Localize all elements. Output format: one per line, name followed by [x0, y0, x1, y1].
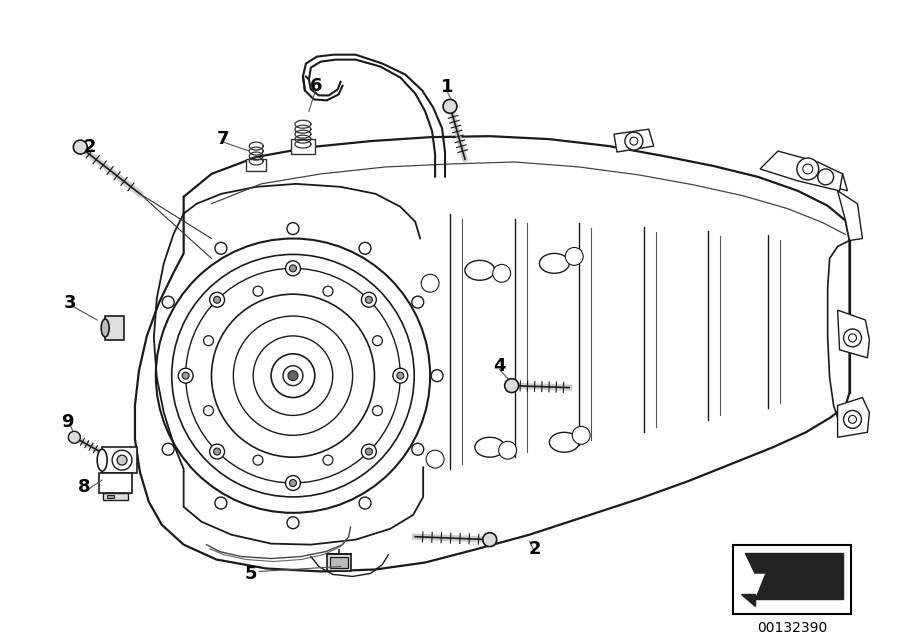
Circle shape [803, 164, 813, 174]
Circle shape [818, 169, 833, 185]
Circle shape [359, 242, 371, 254]
Circle shape [203, 406, 213, 416]
Text: 9: 9 [61, 413, 74, 431]
PathPatch shape [327, 553, 351, 572]
Ellipse shape [97, 449, 107, 471]
Text: 5: 5 [245, 565, 257, 583]
PathPatch shape [838, 310, 869, 358]
PathPatch shape [105, 316, 124, 340]
Circle shape [505, 378, 518, 392]
PathPatch shape [808, 164, 848, 191]
Circle shape [162, 296, 174, 308]
Text: 00132390: 00132390 [757, 621, 827, 635]
Circle shape [215, 497, 227, 509]
Circle shape [365, 448, 373, 455]
Circle shape [112, 450, 132, 470]
Circle shape [203, 336, 213, 345]
Circle shape [323, 455, 333, 465]
PathPatch shape [291, 139, 315, 154]
Circle shape [397, 372, 404, 379]
Bar [734, 544, 850, 614]
Circle shape [426, 450, 444, 468]
Polygon shape [745, 553, 842, 574]
PathPatch shape [104, 493, 128, 500]
Circle shape [492, 265, 510, 282]
Text: 2: 2 [84, 138, 96, 156]
Text: 1: 1 [441, 78, 454, 97]
Circle shape [393, 368, 408, 383]
Circle shape [482, 533, 497, 546]
PathPatch shape [107, 495, 114, 498]
Circle shape [287, 517, 299, 529]
PathPatch shape [247, 159, 266, 171]
Circle shape [625, 132, 643, 150]
Circle shape [359, 497, 371, 509]
Circle shape [210, 444, 224, 459]
Circle shape [362, 444, 376, 459]
Circle shape [365, 296, 373, 303]
Circle shape [843, 329, 861, 347]
Circle shape [287, 223, 299, 235]
Text: 2: 2 [528, 539, 541, 558]
Circle shape [73, 140, 87, 154]
Circle shape [288, 371, 298, 380]
Circle shape [285, 476, 301, 490]
Circle shape [373, 336, 382, 345]
Ellipse shape [549, 432, 580, 452]
Circle shape [253, 286, 263, 296]
PathPatch shape [838, 398, 869, 438]
PathPatch shape [760, 151, 842, 191]
Circle shape [373, 406, 382, 416]
Circle shape [253, 455, 263, 465]
Circle shape [431, 370, 443, 382]
Ellipse shape [101, 319, 109, 337]
Text: 3: 3 [64, 294, 76, 312]
Text: 4: 4 [493, 357, 506, 375]
Circle shape [499, 441, 517, 459]
Ellipse shape [465, 260, 495, 280]
Circle shape [362, 293, 376, 307]
Circle shape [210, 293, 224, 307]
Circle shape [182, 372, 189, 379]
Polygon shape [755, 574, 842, 599]
Polygon shape [745, 574, 765, 594]
Circle shape [285, 261, 301, 276]
Circle shape [572, 426, 590, 444]
Circle shape [443, 99, 457, 113]
Circle shape [412, 443, 424, 455]
Circle shape [421, 274, 439, 292]
Circle shape [213, 296, 220, 303]
Circle shape [178, 368, 194, 383]
Polygon shape [742, 594, 755, 606]
Circle shape [796, 158, 819, 180]
PathPatch shape [838, 191, 862, 240]
Circle shape [162, 443, 174, 455]
Circle shape [412, 296, 424, 308]
Circle shape [565, 247, 583, 265]
Ellipse shape [475, 438, 505, 457]
Circle shape [290, 480, 296, 487]
PathPatch shape [99, 473, 132, 493]
PathPatch shape [103, 447, 137, 473]
Circle shape [68, 431, 80, 443]
Circle shape [117, 455, 127, 465]
Circle shape [213, 448, 220, 455]
Circle shape [323, 286, 333, 296]
Ellipse shape [539, 253, 570, 273]
Circle shape [843, 410, 861, 428]
Text: 7: 7 [217, 130, 230, 148]
Text: 6: 6 [310, 78, 322, 95]
Circle shape [215, 242, 227, 254]
Text: 8: 8 [78, 478, 91, 496]
PathPatch shape [329, 556, 347, 569]
Circle shape [290, 265, 296, 272]
PathPatch shape [614, 129, 653, 152]
